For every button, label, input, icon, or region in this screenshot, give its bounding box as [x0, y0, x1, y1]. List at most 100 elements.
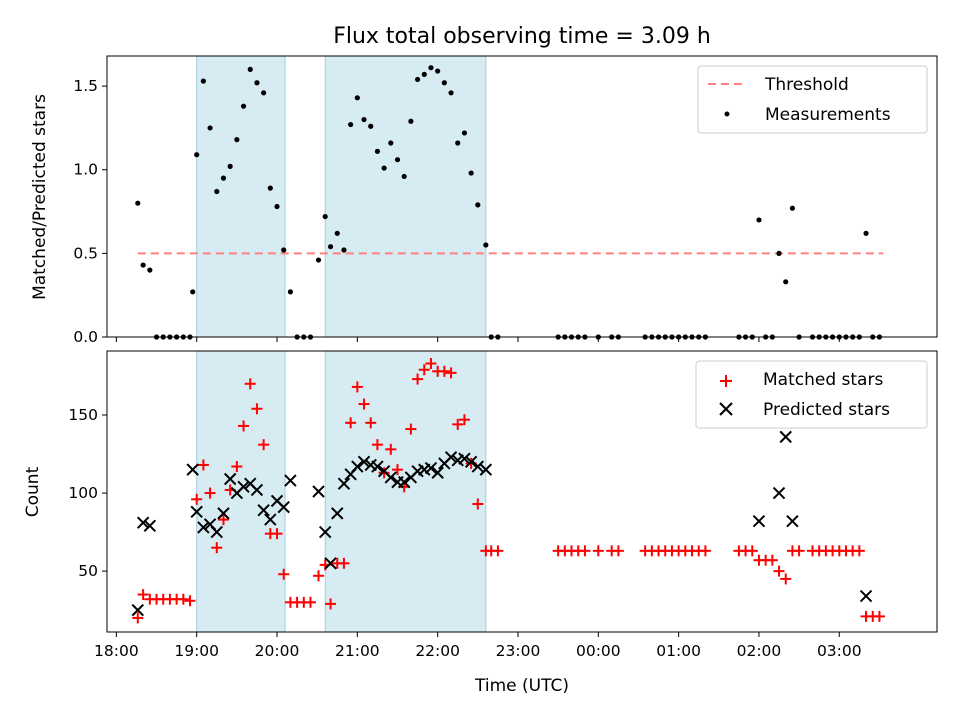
predicted-star-point — [431, 466, 444, 479]
bottom-legend: Matched stars Predicted stars — [695, 360, 928, 429]
measurement-point — [341, 247, 347, 253]
predicted-star-point — [197, 521, 210, 534]
chart-title: Flux total observing time = 3.09 h — [333, 24, 711, 49]
predicted-star-point — [397, 475, 411, 489]
top-legend: Threshold Measurements — [697, 65, 928, 134]
predicted-star-point — [786, 514, 799, 528]
x-b — [444, 450, 458, 464]
x-b — [143, 519, 157, 533]
predicted-star-point — [337, 477, 351, 490]
bottom-x-axis: 18:00 19:00 20:00 21:00 22:00 23:00 00:00 01:00… — [94, 632, 862, 660]
y-tick-label: 1.0 — [73, 161, 98, 179]
predicted-star-point — [331, 507, 344, 520]
x-b — [458, 452, 471, 465]
x-b — [772, 486, 786, 500]
predicted-star-point — [471, 460, 485, 473]
measurement-point — [354, 95, 360, 101]
matched-star-point — [766, 554, 778, 566]
matched-star-point — [438, 365, 450, 377]
matched-star-point — [425, 357, 437, 369]
measurement-point — [448, 90, 454, 96]
bottom-y-axis: 50 100 150 — [68, 406, 107, 580]
x-b — [424, 461, 438, 475]
predicted-star-point — [371, 460, 384, 473]
matched-star-point — [231, 461, 243, 473]
predicted-star-point — [284, 474, 297, 487]
measurement-point — [234, 137, 240, 143]
x-b — [203, 518, 217, 531]
top-panel: 0.0 0.5 1.0 1.5 Matched/Predicted stars Thr… — [30, 55, 938, 346]
x-b — [351, 460, 364, 473]
matched-star-point — [137, 589, 149, 601]
matched-star-point — [338, 557, 350, 569]
x-b — [244, 477, 257, 490]
matched-star-point — [392, 464, 403, 476]
measurement-point — [408, 118, 414, 124]
x-tick-label: 00:00 — [576, 642, 621, 660]
measurement-point — [394, 157, 401, 163]
legend-predicted-label: Predicted stars — [763, 400, 890, 420]
matched-star-point — [405, 423, 417, 435]
x-b — [471, 460, 485, 473]
measurement-point — [374, 148, 381, 154]
measurement-point — [267, 185, 273, 191]
x-b — [270, 494, 284, 508]
measurement-point — [247, 66, 253, 72]
predicted-star-point — [136, 516, 150, 529]
matched-star-point — [271, 528, 283, 540]
measurement-point — [207, 125, 213, 131]
measurement-point — [789, 205, 796, 211]
measurement-point — [368, 123, 374, 129]
measurement-point — [227, 163, 233, 169]
predicted-star-point — [464, 455, 478, 469]
shaded-region — [325, 351, 486, 632]
measurement-point — [361, 116, 367, 123]
predicted-star-point — [351, 460, 364, 473]
predicted-star-point — [424, 461, 438, 475]
x-b — [431, 466, 444, 479]
matched-star-point — [365, 417, 377, 429]
x-tick-label: 21:00 — [335, 642, 380, 660]
predicted-star-point — [223, 472, 237, 486]
x-tick-label: 01:00 — [656, 642, 701, 660]
matched-star-point — [853, 545, 865, 557]
x-b — [277, 500, 290, 514]
matched-star-point — [699, 545, 711, 557]
matched-star-point — [793, 545, 805, 557]
predicted-star-point — [772, 486, 786, 500]
matched-star-point — [251, 403, 263, 415]
measurement-point — [461, 130, 468, 136]
predicted-star-point — [444, 450, 458, 464]
measurement-point — [334, 230, 340, 236]
bottom-shaded-regions — [196, 351, 487, 632]
measurement-point — [756, 217, 762, 223]
x-b — [371, 460, 384, 473]
x-tick-label: 18:00 — [94, 642, 139, 660]
legend-predicted-swatch — [719, 402, 733, 416]
matched-star-point — [345, 417, 357, 429]
predicted-star-point — [186, 463, 199, 476]
matched-star-point — [385, 443, 397, 455]
predicted-star-point — [479, 463, 493, 476]
measurement-point — [322, 213, 328, 220]
x-b — [136, 516, 150, 529]
matched-star-point — [452, 418, 464, 430]
x-b — [217, 507, 230, 520]
measurement-point — [414, 76, 421, 83]
y-tick-label: 100 — [68, 484, 98, 502]
matched-star-point — [217, 514, 229, 526]
x-b — [464, 455, 478, 469]
shaded-region — [196, 351, 286, 632]
matched-star-point — [412, 373, 424, 385]
measurement-point — [220, 175, 227, 181]
predicted-star-point — [131, 603, 144, 617]
measurement-point — [468, 170, 474, 176]
legend-measurements-label: Measurements — [765, 105, 891, 125]
matched-star-point — [258, 439, 270, 451]
top-y-axis: 0.0 0.5 1.0 1.5 — [73, 77, 107, 346]
predicted-star-point — [357, 455, 371, 469]
matched-star-point — [592, 545, 604, 557]
x-b — [384, 471, 398, 484]
x-axis-label: Time (UTC) — [474, 676, 569, 696]
matched-star-point — [351, 381, 363, 393]
